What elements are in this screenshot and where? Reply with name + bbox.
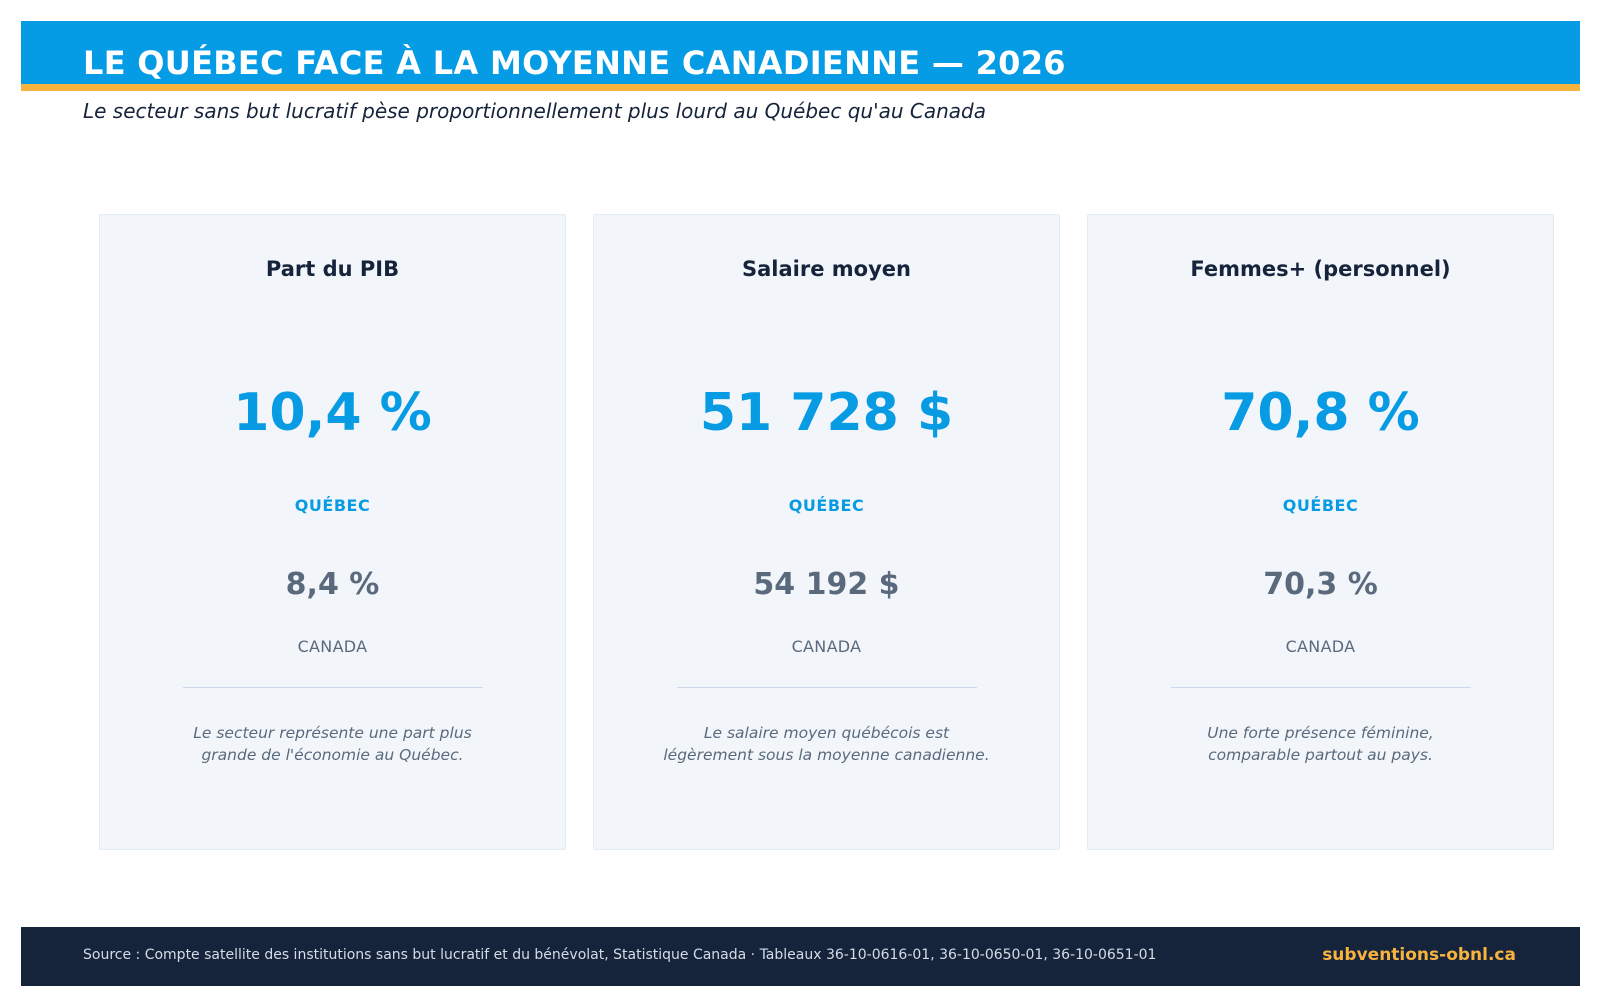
card-average-salary: Salaire moyen 51 728 $ QUÉBEC 54 192 $ C… <box>593 214 1060 850</box>
canada-label: CANADA <box>791 637 862 656</box>
stat-cards: Part du PIB 10,4 % QUÉBEC 8,4 % CANADA L… <box>99 214 1554 850</box>
canada-value: 8,4 % <box>285 567 380 602</box>
canada-label: CANADA <box>1285 637 1356 656</box>
card-title: Part du PIB <box>265 257 400 281</box>
card-note-line: légèrement sous la moyenne canadienne. <box>663 746 990 764</box>
card-divider <box>677 687 977 688</box>
card-divider <box>1171 687 1471 688</box>
card-note-line: Une forte présence féminine, <box>1207 724 1434 742</box>
canada-value: 54 192 $ <box>753 567 900 602</box>
quebec-label: QUÉBEC <box>788 496 865 515</box>
footer-brand-link[interactable]: subventions-obnl.ca <box>1322 945 1516 965</box>
footer-source: Source : Compte satellite des institutio… <box>83 947 1157 963</box>
page-subtitle: Le secteur sans but lucratif pèse propor… <box>83 99 986 123</box>
quebec-label: QUÉBEC <box>1282 496 1359 515</box>
canada-label: CANADA <box>297 637 368 656</box>
footer-bar <box>21 927 1580 986</box>
header-bar <box>21 21 1580 84</box>
card-note: Le salaire moyen québécois est légèremen… <box>624 722 1029 766</box>
card-note-line: comparable partout au pays. <box>1208 746 1433 764</box>
quebec-value: 70,8 % <box>1221 383 1420 443</box>
header-accent-stripe <box>21 84 1580 91</box>
card-note-line: Le salaire moyen québécois est <box>703 724 950 742</box>
canada-value: 70,3 % <box>1263 567 1378 602</box>
card-title: Femmes+ (personnel) <box>1190 257 1451 281</box>
card-title: Salaire moyen <box>742 257 911 281</box>
card-note-line: grande de l'économie au Québec. <box>201 746 464 764</box>
quebec-value: 51 728 $ <box>699 383 954 443</box>
quebec-value: 10,4 % <box>233 383 432 443</box>
card-note-line: Le secteur représente une part plus <box>193 724 472 742</box>
page-title: LE QUÉBEC FACE À LA MOYENNE CANADIENNE —… <box>83 44 1066 82</box>
card-women-staff: Femmes+ (personnel) 70,8 % QUÉBEC 70,3 %… <box>1087 214 1554 850</box>
card-divider <box>183 687 483 688</box>
card-note: Une forte présence féminine, comparable … <box>1118 722 1523 766</box>
card-gdp-share: Part du PIB 10,4 % QUÉBEC 8,4 % CANADA L… <box>99 214 566 850</box>
card-note: Le secteur représente une part plus gran… <box>130 722 535 766</box>
quebec-label: QUÉBEC <box>294 496 371 515</box>
